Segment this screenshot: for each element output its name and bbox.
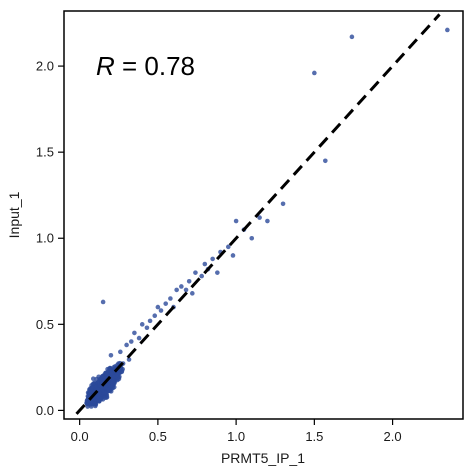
data-point [147, 318, 153, 324]
reference-line [75, 13, 441, 415]
data-point [126, 357, 132, 362]
x-axis-label: PRMT5_IP_1 [221, 450, 305, 466]
data-point [85, 404, 90, 409]
correlation-symbol: R [96, 51, 115, 81]
plot-frame [63, 10, 464, 420]
correlation-value: = 0.78 [115, 51, 195, 81]
data-point [210, 256, 215, 262]
data-point [139, 322, 145, 327]
data-point [179, 284, 184, 289]
y-axis-ticks: 0.0 0.5 1.0 1.5 2.0 [36, 59, 64, 418]
x-axis-ticks: 0.0 0.5 1.0 1.5 2.0 [71, 419, 402, 444]
data-point [96, 399, 102, 404]
data-point [225, 244, 231, 250]
data-point [190, 291, 195, 296]
data-point [186, 278, 192, 284]
data-point [323, 158, 328, 164]
data-point [88, 388, 93, 394]
data-point [158, 308, 164, 313]
x-tick-label: 2.0 [384, 429, 402, 444]
data-point [312, 70, 317, 76]
data-point [90, 376, 96, 381]
data-point [265, 218, 270, 224]
x-tick-label: 1.5 [305, 429, 323, 444]
x-tick-label: 1.0 [227, 429, 245, 444]
data-point [163, 301, 169, 306]
data-point [124, 342, 129, 348]
data-point [193, 270, 198, 275]
data-point [100, 299, 106, 305]
data-point [445, 27, 450, 33]
data-point [174, 287, 179, 293]
data-point [349, 34, 355, 40]
y-tick-label: 1.0 [36, 231, 54, 246]
data-point [168, 296, 173, 301]
data-point [104, 394, 110, 400]
data-point [136, 335, 142, 341]
data-point [233, 218, 239, 224]
data-point [89, 404, 94, 409]
y-tick-label: 0.0 [36, 403, 54, 418]
data-point [183, 287, 189, 293]
x-tick-label: 0.5 [149, 429, 167, 444]
correlation-annotation: R = 0.78 [96, 51, 195, 81]
data-point [110, 375, 115, 381]
data-point [215, 270, 220, 275]
data-point [105, 372, 110, 378]
x-tick-label: 0.0 [71, 429, 89, 444]
data-point [155, 304, 161, 310]
data-point [199, 273, 204, 279]
data-point [202, 261, 208, 267]
data-point [117, 370, 123, 375]
data-point [280, 201, 286, 207]
y-tick-label: 1.5 [36, 145, 54, 160]
data-point [230, 253, 236, 258]
data-point [132, 330, 137, 336]
y-axis-label: Input_1 [6, 191, 22, 238]
data-point [128, 339, 134, 344]
data-point [107, 367, 113, 373]
data-points [84, 27, 450, 409]
y-tick-label: 2.0 [36, 59, 54, 74]
data-point [257, 215, 262, 220]
data-point [108, 353, 114, 358]
data-point [249, 235, 255, 241]
data-point [106, 387, 112, 393]
data-point [92, 397, 98, 402]
data-point [118, 349, 123, 355]
y-tick-label: 0.5 [36, 317, 54, 332]
data-point [152, 313, 158, 319]
data-point [144, 325, 150, 331]
data-point [91, 381, 96, 386]
